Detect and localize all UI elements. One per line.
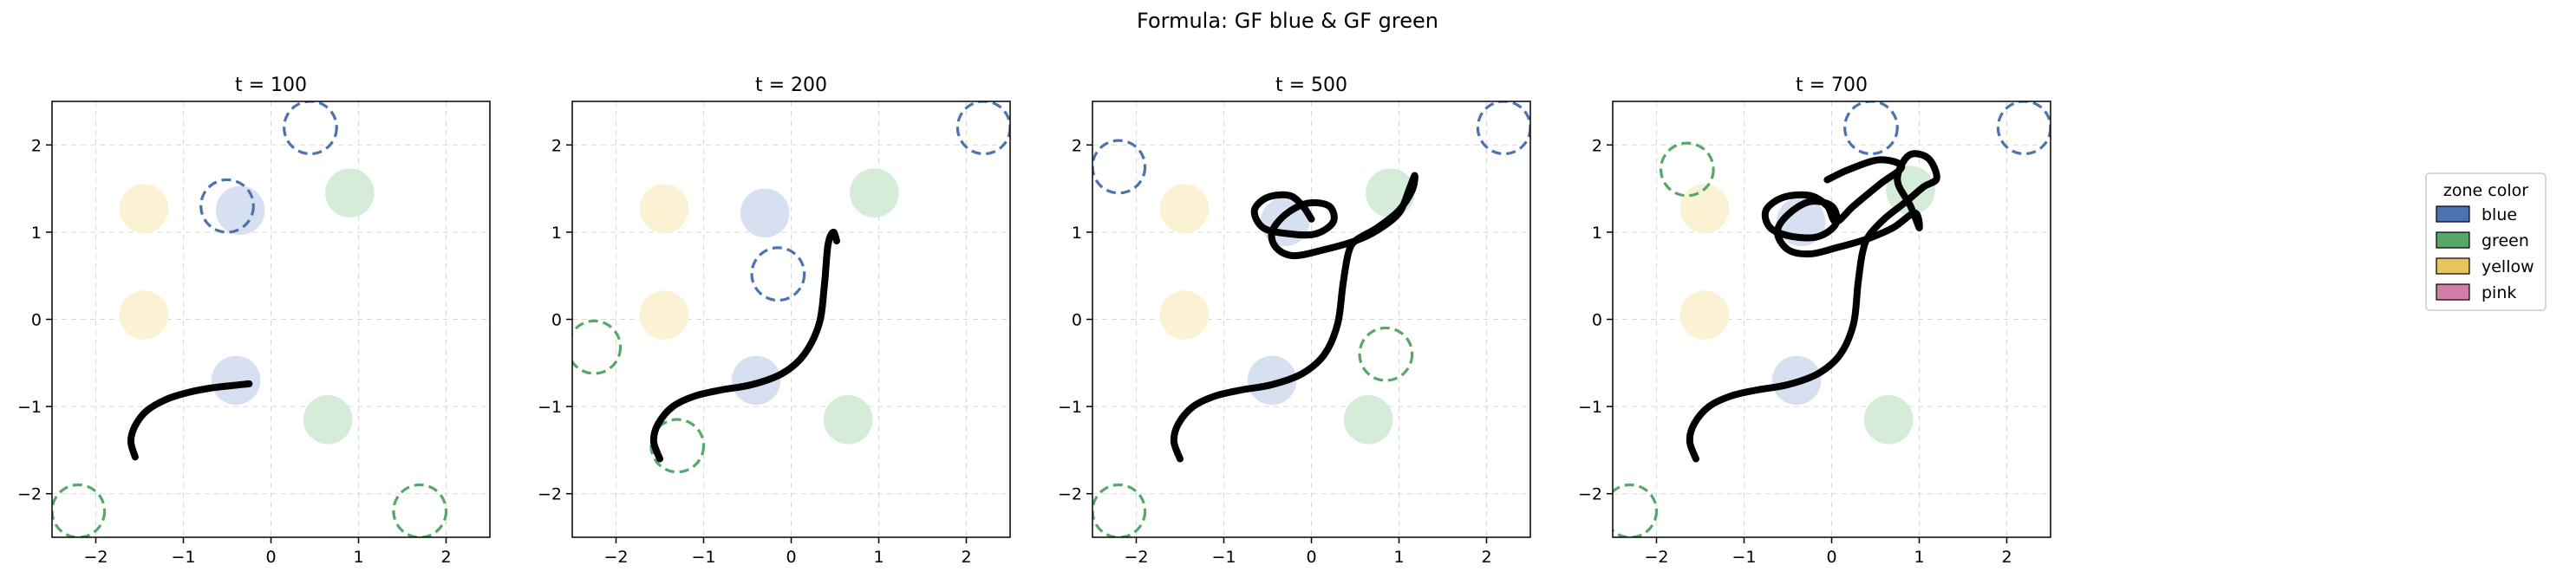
dashed-zone-green xyxy=(392,483,448,537)
zone-yellow xyxy=(1159,290,1210,340)
x-tick-label: 0 xyxy=(1306,548,1316,567)
y-tick-label: 2 xyxy=(1592,136,1602,155)
x-tick-label: 0 xyxy=(786,548,796,567)
dashed-zone-green xyxy=(1613,483,1659,537)
figure-suptitle: Formula: GF blue & GF green xyxy=(1137,9,1438,33)
legend-swatch-green xyxy=(2436,231,2470,249)
dashed-zone-blue xyxy=(1092,139,1147,195)
x-tick-label: −1 xyxy=(1211,548,1236,567)
x-tick-label: −2 xyxy=(83,548,108,567)
legend-entries: blue green yellow pink xyxy=(2436,205,2534,302)
y-tick-label: 1 xyxy=(31,224,42,243)
dashed-zone-blue xyxy=(750,246,806,302)
zone-yellow xyxy=(639,184,689,234)
y-tick-label: 0 xyxy=(1072,311,1082,330)
zone-green xyxy=(303,394,353,445)
trajectory-line xyxy=(649,228,840,463)
x-tick-label: 2 xyxy=(1481,548,1491,567)
legend-title: zone color xyxy=(2443,181,2528,200)
zone-blue xyxy=(215,185,265,236)
zone-green xyxy=(823,394,873,445)
legend-label-green: green xyxy=(2481,231,2529,250)
dashed-zone-green xyxy=(1659,141,1715,198)
zone-blue xyxy=(211,355,261,406)
zone-yellow xyxy=(639,290,689,340)
x-tick-label: 2 xyxy=(2001,548,2012,567)
x-tick-label: −2 xyxy=(1644,548,1668,567)
x-tick-label: 0 xyxy=(265,548,276,567)
x-tick-label: 1 xyxy=(873,548,884,567)
y-tick-label: 2 xyxy=(551,136,562,155)
dashed-zone-blue xyxy=(1843,101,1899,156)
y-tick-label: −2 xyxy=(17,485,42,504)
zone-green xyxy=(1343,394,1393,445)
trajectory-line xyxy=(1170,172,1418,463)
dashed-zone-green xyxy=(1358,326,1414,382)
zone-green xyxy=(325,168,375,218)
y-tick-label: 2 xyxy=(31,136,42,155)
dashed-zone-green xyxy=(572,319,623,375)
x-tick-label: 1 xyxy=(1393,548,1404,567)
legend: zone color blue green yellow pink xyxy=(2425,172,2547,311)
y-tick-label: 0 xyxy=(1592,311,1602,330)
x-tick-label: −1 xyxy=(1731,548,1756,567)
legend-label-yellow: yellow xyxy=(2481,257,2534,276)
x-tick-label: −2 xyxy=(1124,548,1148,567)
subplot-title: t = 100 xyxy=(235,75,307,96)
y-tick-label: −2 xyxy=(538,485,562,504)
subplot-title: t = 500 xyxy=(1275,75,1347,96)
zone-yellow xyxy=(1159,184,1210,234)
y-tick-label: −1 xyxy=(1578,398,1602,417)
trajectory-line xyxy=(1686,150,1940,463)
y-tick-label: −2 xyxy=(1058,485,1082,504)
plot-content xyxy=(1613,101,2051,537)
subplots: −2 −1 0 1 2 −2 −1 0 1 2 t = 100 −2 −1 0 1 2 −2 −1 0 1 2 t = 2… xyxy=(17,75,2051,567)
x-tick-label: 2 xyxy=(440,548,451,567)
x-tick-label: 1 xyxy=(353,548,363,567)
x-tick-label: −1 xyxy=(171,548,195,567)
y-tick-label: 0 xyxy=(551,311,562,330)
y-tick-label: 1 xyxy=(551,224,562,243)
zone-blue xyxy=(1247,355,1297,406)
subplot-2: −2 −1 0 1 2 −2 −1 0 1 2 t = 200 xyxy=(538,75,1011,567)
trajectory-line xyxy=(127,380,253,461)
plot-content xyxy=(572,101,1010,474)
x-tick-label: 1 xyxy=(1914,548,1924,567)
y-tick-label: −1 xyxy=(538,398,562,417)
y-tick-label: 1 xyxy=(1072,224,1082,243)
legend-swatch-pink xyxy=(2436,283,2470,301)
x-tick-label: −1 xyxy=(691,548,715,567)
zone-yellow xyxy=(119,184,169,234)
zone-yellow xyxy=(119,290,169,340)
zone-green xyxy=(1863,394,1914,445)
plot-content xyxy=(52,101,448,537)
y-tick-label: −1 xyxy=(17,398,42,417)
subplot-3: −2 −1 0 1 2 −2 −1 0 1 2 t = 500 xyxy=(1058,75,1531,567)
dashed-zone-blue xyxy=(199,178,255,234)
zone-green xyxy=(850,168,899,218)
subplot-4: −2 −1 0 1 2 −2 −1 0 1 2 t = 700 xyxy=(1578,75,2051,567)
x-tick-label: −2 xyxy=(603,548,628,567)
y-tick-label: −2 xyxy=(1578,485,1602,504)
y-tick-label: −1 xyxy=(1058,398,1082,417)
plot-content xyxy=(1092,101,1530,537)
zone-yellow xyxy=(1679,290,1730,340)
subplot-title: t = 200 xyxy=(755,75,827,96)
x-tick-label: 2 xyxy=(961,548,971,567)
legend-swatch-yellow xyxy=(2436,257,2470,275)
y-tick-label: 2 xyxy=(1072,136,1082,155)
legend-label-blue: blue xyxy=(2481,205,2517,224)
zone-yellow xyxy=(1679,184,1730,234)
y-tick-label: 1 xyxy=(1592,224,1602,243)
x-tick-label: 0 xyxy=(1826,548,1836,567)
subplot-title: t = 700 xyxy=(1796,75,1868,96)
legend-label-pink: pink xyxy=(2481,283,2516,302)
subplot-1: −2 −1 0 1 2 −2 −1 0 1 2 t = 100 xyxy=(17,75,491,567)
y-tick-label: 0 xyxy=(31,311,42,330)
zone-blue xyxy=(740,188,790,238)
dashed-zone-blue xyxy=(283,101,338,156)
legend-swatch-blue xyxy=(2436,205,2470,223)
dashed-zone-green xyxy=(1092,483,1147,537)
